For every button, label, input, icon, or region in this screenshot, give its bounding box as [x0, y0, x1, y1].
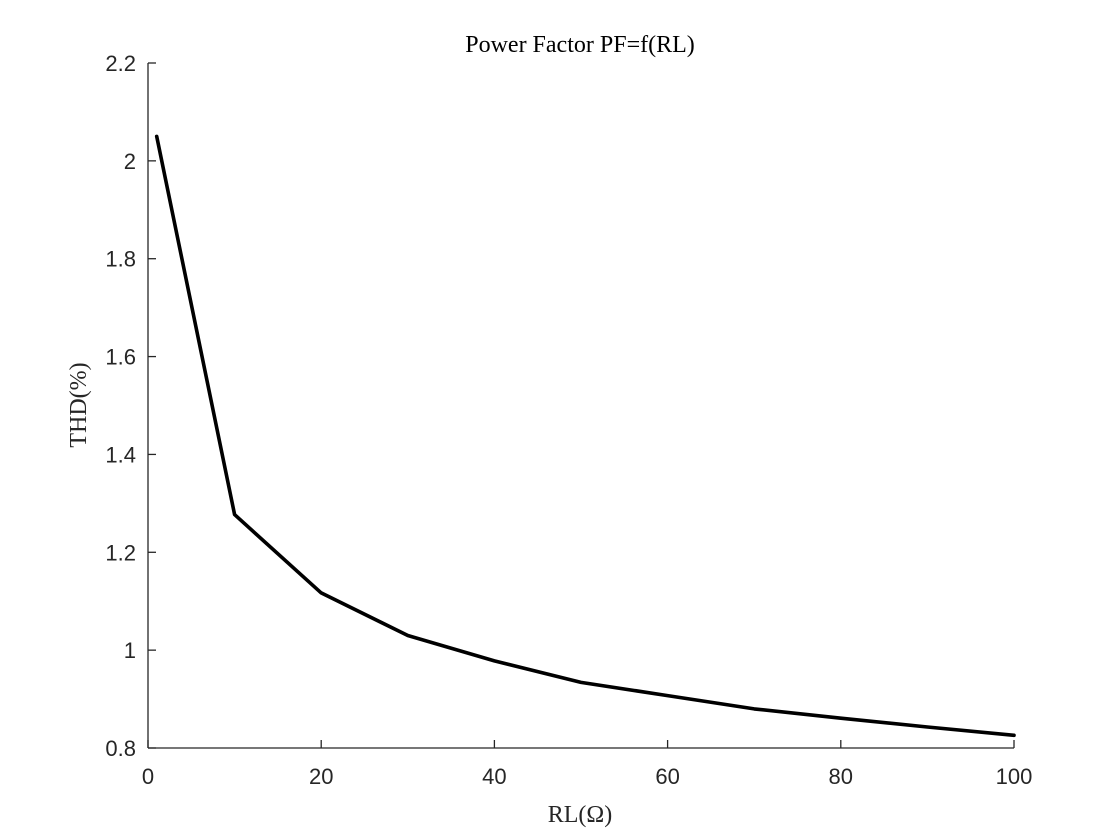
- y-tick-label: 1.4: [105, 442, 136, 467]
- y-axis-ticks: 0.8 1 1.2 1.4 1.6 1.8 2 2.2: [105, 51, 156, 761]
- y-tick-label: 2.2: [105, 51, 136, 76]
- y-tick-label: 1: [124, 638, 136, 663]
- x-tick-label: 40: [482, 764, 506, 789]
- plot-area: 0 20 40 60 80 100 0.8 1 1.2 1.4 1.6 1.8 2 2.2: [105, 51, 1032, 789]
- series-line-0: [154, 134, 1016, 738]
- x-tick-label: 80: [829, 764, 853, 789]
- y-tick-label: 2: [124, 149, 136, 174]
- y-tick-label: 1.6: [105, 345, 136, 370]
- x-axis-ticks: 0 20 40 60 80 100: [142, 740, 1032, 789]
- y-axis-label: THD(%): [66, 362, 92, 447]
- x-tick-label: 100: [996, 764, 1033, 789]
- y-tick-label: 1.2: [105, 540, 136, 565]
- chart-title: Power Factor PF=f(RL): [465, 32, 695, 58]
- y-tick-label: 0.8: [105, 736, 136, 761]
- x-tick-label: 0: [142, 764, 154, 789]
- series-layer: [154, 134, 1016, 738]
- x-tick-label: 60: [655, 764, 679, 789]
- x-tick-label: 20: [309, 764, 333, 789]
- y-tick-label: 1.8: [105, 247, 136, 272]
- x-axis-label: RL(Ω): [548, 802, 613, 828]
